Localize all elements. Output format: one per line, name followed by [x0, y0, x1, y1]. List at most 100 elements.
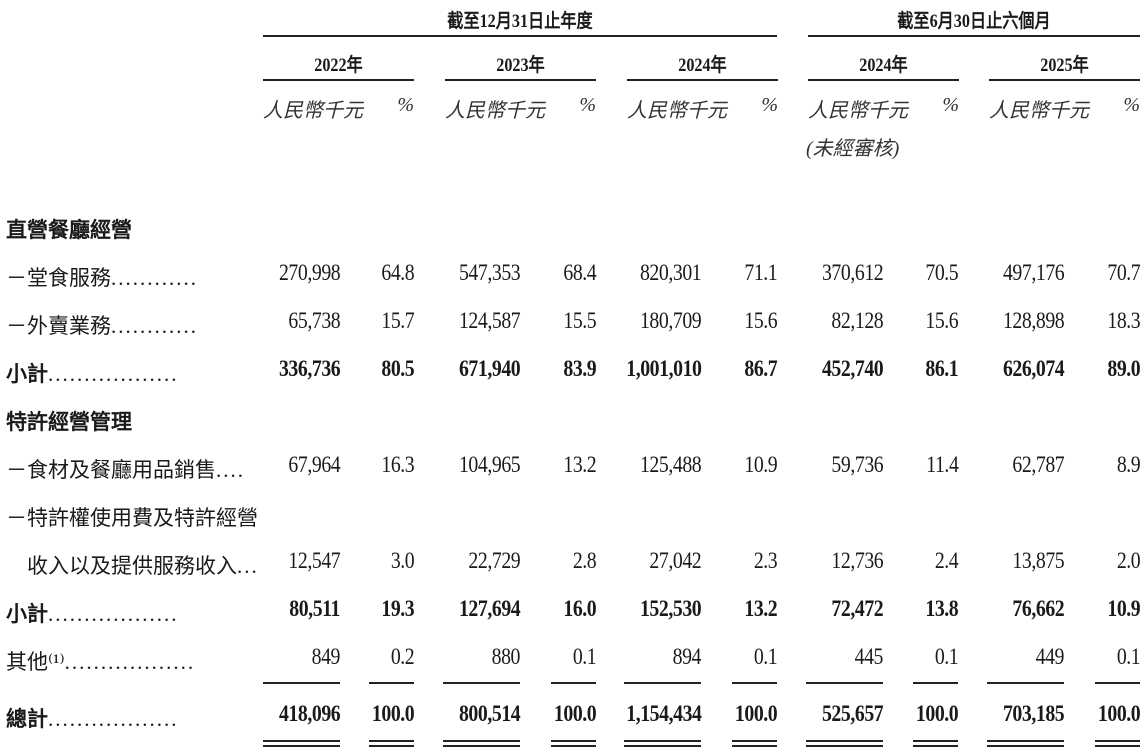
year-header: 2022年	[314, 55, 363, 76]
row-label-text: 收入以及提供服務收入	[6, 554, 237, 578]
amount-cell: 22,729	[468, 548, 520, 573]
percent-cell: 13.8	[925, 596, 958, 621]
row-label: 直營餐廳經營	[6, 214, 132, 244]
total-double-rule	[913, 740, 958, 742]
row-label: －外賣業務............	[6, 310, 198, 340]
percent-cell: 13.2	[563, 452, 596, 477]
percent-cell: 2.4	[934, 548, 959, 573]
group-rule	[808, 35, 1140, 37]
leader-dots: ..................	[48, 602, 179, 626]
amount-cell: 849	[311, 644, 341, 669]
amount-cell: 124,587	[458, 308, 521, 333]
total-double-rule	[369, 745, 414, 747]
leader-dots: ...	[237, 554, 259, 578]
unaudited-note: (未經審核)	[806, 138, 900, 160]
subtotal-rule	[806, 682, 883, 684]
percent-cell: 15.6	[925, 308, 958, 333]
total-double-rule	[732, 745, 777, 747]
amount-cell: 152,530	[639, 596, 702, 621]
subtotal-rule	[624, 682, 701, 684]
percent-cell: 0.2	[390, 644, 415, 669]
leader-dots: ............	[111, 314, 198, 338]
percent-cell: 100.0	[1097, 701, 1141, 726]
total-double-rule	[443, 745, 520, 747]
percent-cell: 100.0	[553, 701, 597, 726]
total-double-rule	[263, 745, 340, 747]
amount-cell: 1,001,010	[625, 356, 702, 381]
row-label: －特許權使用費及特許經營	[6, 502, 258, 532]
amount-cell: 1,154,434	[625, 701, 702, 726]
leader-dots: ............	[111, 266, 198, 290]
row-label: 總計..................	[6, 703, 179, 733]
percent-cell: 100.0	[915, 701, 959, 726]
subtotal-rule	[913, 682, 958, 684]
total-double-rule	[806, 745, 883, 747]
total-double-rule	[1095, 740, 1140, 742]
total-double-rule	[551, 745, 596, 747]
total-double-rule	[551, 740, 596, 742]
percent-cell: 68.4	[563, 260, 596, 285]
amount-cell: 59,736	[831, 452, 883, 477]
percent-cell: 0.1	[753, 644, 778, 669]
year-rule	[627, 79, 778, 81]
amount-cell: 65,738	[288, 308, 340, 333]
group-header-half: 截至6月30日止六個月	[897, 11, 1051, 32]
percent-cell: 89.0	[1107, 356, 1140, 381]
amount-cell: 418,096	[278, 701, 341, 726]
percent-cell: 10.9	[744, 452, 777, 477]
amount-cell: 80,511	[289, 596, 340, 621]
row-label: 小計..................	[6, 598, 179, 628]
amount-cell: 800,514	[458, 701, 521, 726]
leader-dots: ..................	[64, 650, 196, 674]
percent-cell: 0.1	[1116, 644, 1141, 669]
leader-dots: ..................	[48, 362, 179, 386]
percent-cell: 19.3	[381, 596, 414, 621]
percent-cell: 71.1	[744, 260, 777, 285]
amount-cell: 525,657	[821, 701, 884, 726]
percent-cell: 8.9	[1116, 452, 1141, 477]
percent-cell: 83.9	[563, 356, 596, 381]
leader-dots: ....	[216, 458, 245, 482]
row-label-text: 特許經營管理	[6, 410, 132, 434]
amount-cell: 125,488	[639, 452, 702, 477]
percent-cell: 2.8	[572, 548, 597, 573]
total-double-rule	[913, 745, 958, 747]
group-rule	[263, 35, 777, 37]
total-double-rule	[987, 740, 1064, 742]
amount-cell: 13,875	[1012, 548, 1064, 573]
row-label: 小計..................	[6, 358, 179, 388]
unit-amount: 人民幣千元	[808, 100, 908, 122]
amount-cell: 62,787	[1012, 452, 1064, 477]
total-double-rule	[806, 740, 883, 742]
percent-cell: 16.3	[381, 452, 414, 477]
year-rule	[263, 79, 414, 81]
subtotal-rule	[732, 682, 777, 684]
unit-amount: 人民幣千元	[627, 100, 727, 122]
percent-cell: 18.3	[1107, 308, 1140, 333]
year-header: 2024年	[678, 55, 727, 76]
row-label-text: 總計	[6, 707, 48, 731]
subtotal-rule	[987, 682, 1064, 684]
row-label-text: －特許權使用費及特許經營	[6, 506, 258, 530]
percent-cell: 80.5	[381, 356, 414, 381]
row-label: 特許經營管理	[6, 406, 132, 436]
amount-cell: 82,128	[831, 308, 883, 333]
subtotal-rule	[1095, 682, 1140, 684]
year-rule	[989, 79, 1140, 81]
row-label-text: －外賣業務	[6, 314, 111, 338]
percent-cell: 13.2	[744, 596, 777, 621]
amount-cell: 12,736	[831, 548, 883, 573]
subtotal-rule	[263, 682, 340, 684]
total-double-rule	[443, 740, 520, 742]
total-double-rule	[624, 740, 701, 742]
percent-cell: 100.0	[371, 701, 415, 726]
amount-cell: 127,694	[458, 596, 521, 621]
amount-cell: 449	[1035, 644, 1065, 669]
total-double-rule	[987, 745, 1064, 747]
unit-pct: %	[942, 94, 959, 116]
percent-cell: 15.6	[744, 308, 777, 333]
subtotal-rule	[443, 682, 520, 684]
row-label-text: 直營餐廳經營	[6, 218, 132, 242]
amount-cell: 370,612	[821, 260, 884, 285]
amount-cell: 180,709	[639, 308, 702, 333]
